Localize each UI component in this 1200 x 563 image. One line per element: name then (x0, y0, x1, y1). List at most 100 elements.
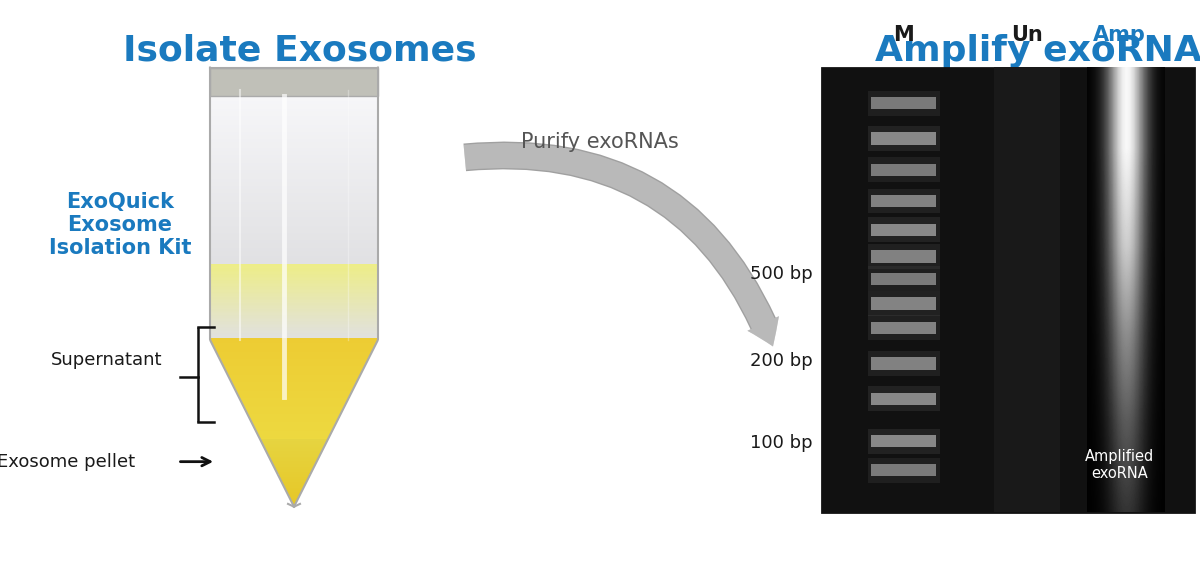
Polygon shape (257, 431, 331, 432)
Polygon shape (210, 267, 378, 268)
Polygon shape (211, 340, 377, 341)
Polygon shape (275, 467, 313, 468)
Polygon shape (210, 173, 378, 175)
Polygon shape (210, 278, 378, 280)
Polygon shape (210, 99, 378, 100)
Polygon shape (210, 189, 378, 190)
Polygon shape (269, 455, 319, 457)
Polygon shape (292, 501, 296, 502)
Polygon shape (210, 238, 378, 239)
Polygon shape (210, 90, 378, 91)
Polygon shape (210, 109, 378, 110)
Polygon shape (210, 287, 378, 289)
Polygon shape (264, 445, 324, 446)
Polygon shape (210, 208, 378, 209)
Polygon shape (266, 451, 322, 453)
Polygon shape (210, 70, 378, 72)
Polygon shape (210, 307, 378, 309)
Polygon shape (210, 126, 378, 128)
Text: Purify exoRNAs: Purify exoRNAs (521, 132, 679, 152)
Polygon shape (210, 163, 378, 164)
Polygon shape (210, 85, 378, 87)
Polygon shape (210, 260, 378, 261)
Bar (871, 435, 936, 448)
Polygon shape (210, 148, 378, 150)
Polygon shape (210, 136, 378, 138)
Polygon shape (210, 186, 378, 187)
Polygon shape (287, 492, 301, 494)
Polygon shape (245, 407, 343, 409)
Polygon shape (210, 221, 378, 223)
Polygon shape (226, 369, 362, 370)
Polygon shape (224, 366, 364, 368)
Polygon shape (253, 423, 335, 425)
Polygon shape (210, 180, 378, 182)
Polygon shape (229, 377, 359, 378)
Polygon shape (238, 392, 350, 394)
Polygon shape (210, 258, 378, 260)
Polygon shape (212, 344, 376, 346)
Polygon shape (210, 164, 378, 166)
Polygon shape (210, 111, 378, 113)
Polygon shape (281, 479, 307, 480)
Polygon shape (262, 441, 326, 443)
Polygon shape (210, 91, 378, 92)
Bar (868, 428, 940, 454)
Polygon shape (271, 460, 317, 461)
Polygon shape (250, 416, 338, 417)
Polygon shape (210, 271, 378, 272)
Polygon shape (210, 294, 378, 296)
Polygon shape (210, 114, 378, 116)
Polygon shape (270, 457, 318, 458)
Polygon shape (258, 434, 330, 435)
Polygon shape (210, 133, 378, 135)
Polygon shape (286, 488, 302, 489)
Polygon shape (215, 348, 373, 350)
Polygon shape (210, 68, 378, 96)
Polygon shape (210, 293, 378, 294)
Polygon shape (274, 466, 314, 467)
Bar (871, 357, 936, 369)
Polygon shape (210, 185, 378, 186)
Polygon shape (241, 401, 347, 403)
Polygon shape (210, 160, 378, 161)
Bar (871, 132, 936, 145)
Polygon shape (210, 194, 378, 195)
Polygon shape (210, 192, 378, 194)
Text: Supernatant: Supernatant (50, 351, 162, 369)
Polygon shape (210, 263, 378, 265)
Polygon shape (259, 436, 329, 438)
Polygon shape (283, 483, 305, 485)
Polygon shape (263, 444, 325, 445)
Polygon shape (227, 370, 361, 372)
Polygon shape (210, 144, 378, 145)
Polygon shape (210, 154, 378, 155)
Polygon shape (252, 422, 336, 423)
Polygon shape (287, 490, 301, 492)
Polygon shape (210, 153, 378, 154)
Polygon shape (210, 198, 378, 199)
Text: Amplify exoRNA: Amplify exoRNA (875, 34, 1200, 68)
Text: 500 bp: 500 bp (750, 265, 812, 283)
Polygon shape (210, 331, 378, 333)
Polygon shape (210, 100, 378, 101)
Polygon shape (244, 406, 344, 407)
Polygon shape (210, 141, 378, 142)
Polygon shape (210, 212, 378, 214)
Polygon shape (276, 470, 312, 472)
Polygon shape (210, 176, 378, 177)
Polygon shape (210, 240, 378, 242)
Polygon shape (210, 236, 378, 238)
Polygon shape (233, 384, 355, 385)
Polygon shape (210, 325, 378, 327)
Polygon shape (210, 151, 378, 153)
Polygon shape (210, 256, 378, 258)
Polygon shape (210, 336, 378, 337)
Polygon shape (222, 362, 366, 363)
Polygon shape (210, 161, 378, 163)
Text: Amp: Amp (1093, 25, 1146, 45)
Polygon shape (259, 435, 329, 436)
Polygon shape (274, 464, 314, 466)
Bar (868, 351, 940, 376)
Polygon shape (210, 207, 378, 208)
